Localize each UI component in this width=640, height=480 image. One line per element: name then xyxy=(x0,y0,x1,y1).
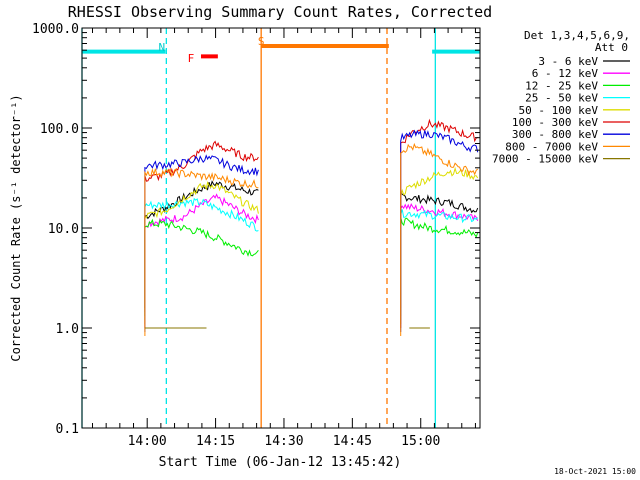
series-line-25-50keV xyxy=(400,209,479,320)
chart-title: RHESSI Observing Summary Count Rates, Co… xyxy=(68,3,492,21)
series-line-300-800keV xyxy=(400,129,479,332)
x-axis-label: Start Time (06-Jan-12 13:45:42) xyxy=(159,455,402,470)
y-axis: 0.1 1.0 10.0 100.0 1000.0 xyxy=(32,22,480,437)
legend-label: 100 - 300 keV xyxy=(512,116,598,129)
series-line-50-100keV xyxy=(144,181,259,324)
flag-letter-f: F xyxy=(188,52,195,65)
legend-label: 50 - 100 keV xyxy=(519,104,599,117)
flag-letter-s: S xyxy=(258,35,265,48)
series-line-3-6keV xyxy=(400,191,479,308)
x-tick-label: 14:15 xyxy=(196,434,235,449)
x-tick-label: 14:00 xyxy=(128,434,167,449)
legend-attenuator: Att 0 xyxy=(595,41,628,54)
series-line-6-12keV xyxy=(400,202,479,312)
y-tick-label: 10.0 xyxy=(48,222,79,237)
legend-label: 3 - 6 keV xyxy=(538,55,598,68)
series-line-800-7000keV xyxy=(400,142,479,336)
footer-timestamp: 18-Oct-2021 15:00 xyxy=(554,467,636,476)
x-tick-label: 14:30 xyxy=(264,434,303,449)
y-tick-label: 100.0 xyxy=(40,122,79,137)
series-line-12-25keV xyxy=(400,216,479,316)
flag-annotations: N F S xyxy=(158,35,264,65)
legend-label: 6 - 12 keV xyxy=(532,67,599,80)
flag-bars xyxy=(82,44,480,59)
series-lines xyxy=(144,118,479,336)
y-tick-label: 1.0 xyxy=(56,322,79,337)
flag-vlines xyxy=(81,28,436,428)
legend-label: 25 - 50 keV xyxy=(525,92,598,105)
series-line-25-50keV xyxy=(144,197,259,320)
series-line-50-100keV xyxy=(400,166,479,324)
x-axis: 14:00 14:15 14:30 14:45 15:00 xyxy=(91,28,476,449)
series-line-100-300keV xyxy=(400,118,478,328)
y-tick-label: 1000.0 xyxy=(32,22,79,37)
legend-label: 300 - 800 keV xyxy=(512,128,598,141)
legend-label: 7000 - 15000 keV xyxy=(492,153,598,166)
legend-header: Det 1,3,4,5,6,9, xyxy=(524,29,630,42)
plot-frame xyxy=(81,27,481,429)
series-line-3-6keV xyxy=(144,180,259,308)
y-axis-label: Corrected Count Rate (s⁻¹ detector⁻¹) xyxy=(9,94,23,361)
flag-letter-n: N xyxy=(158,41,165,54)
legend-label: 12 - 25 keV xyxy=(525,79,598,92)
x-tick-label: 15:00 xyxy=(401,434,440,449)
series-line-12-25keV xyxy=(144,218,259,316)
series-line-800-7000keV xyxy=(144,167,259,336)
legend-label: 800 - 7000 keV xyxy=(505,140,598,153)
y-tick-label: 0.1 xyxy=(56,422,79,437)
x-tick-label: 14:45 xyxy=(333,434,372,449)
series-line-300-800keV xyxy=(144,154,259,332)
